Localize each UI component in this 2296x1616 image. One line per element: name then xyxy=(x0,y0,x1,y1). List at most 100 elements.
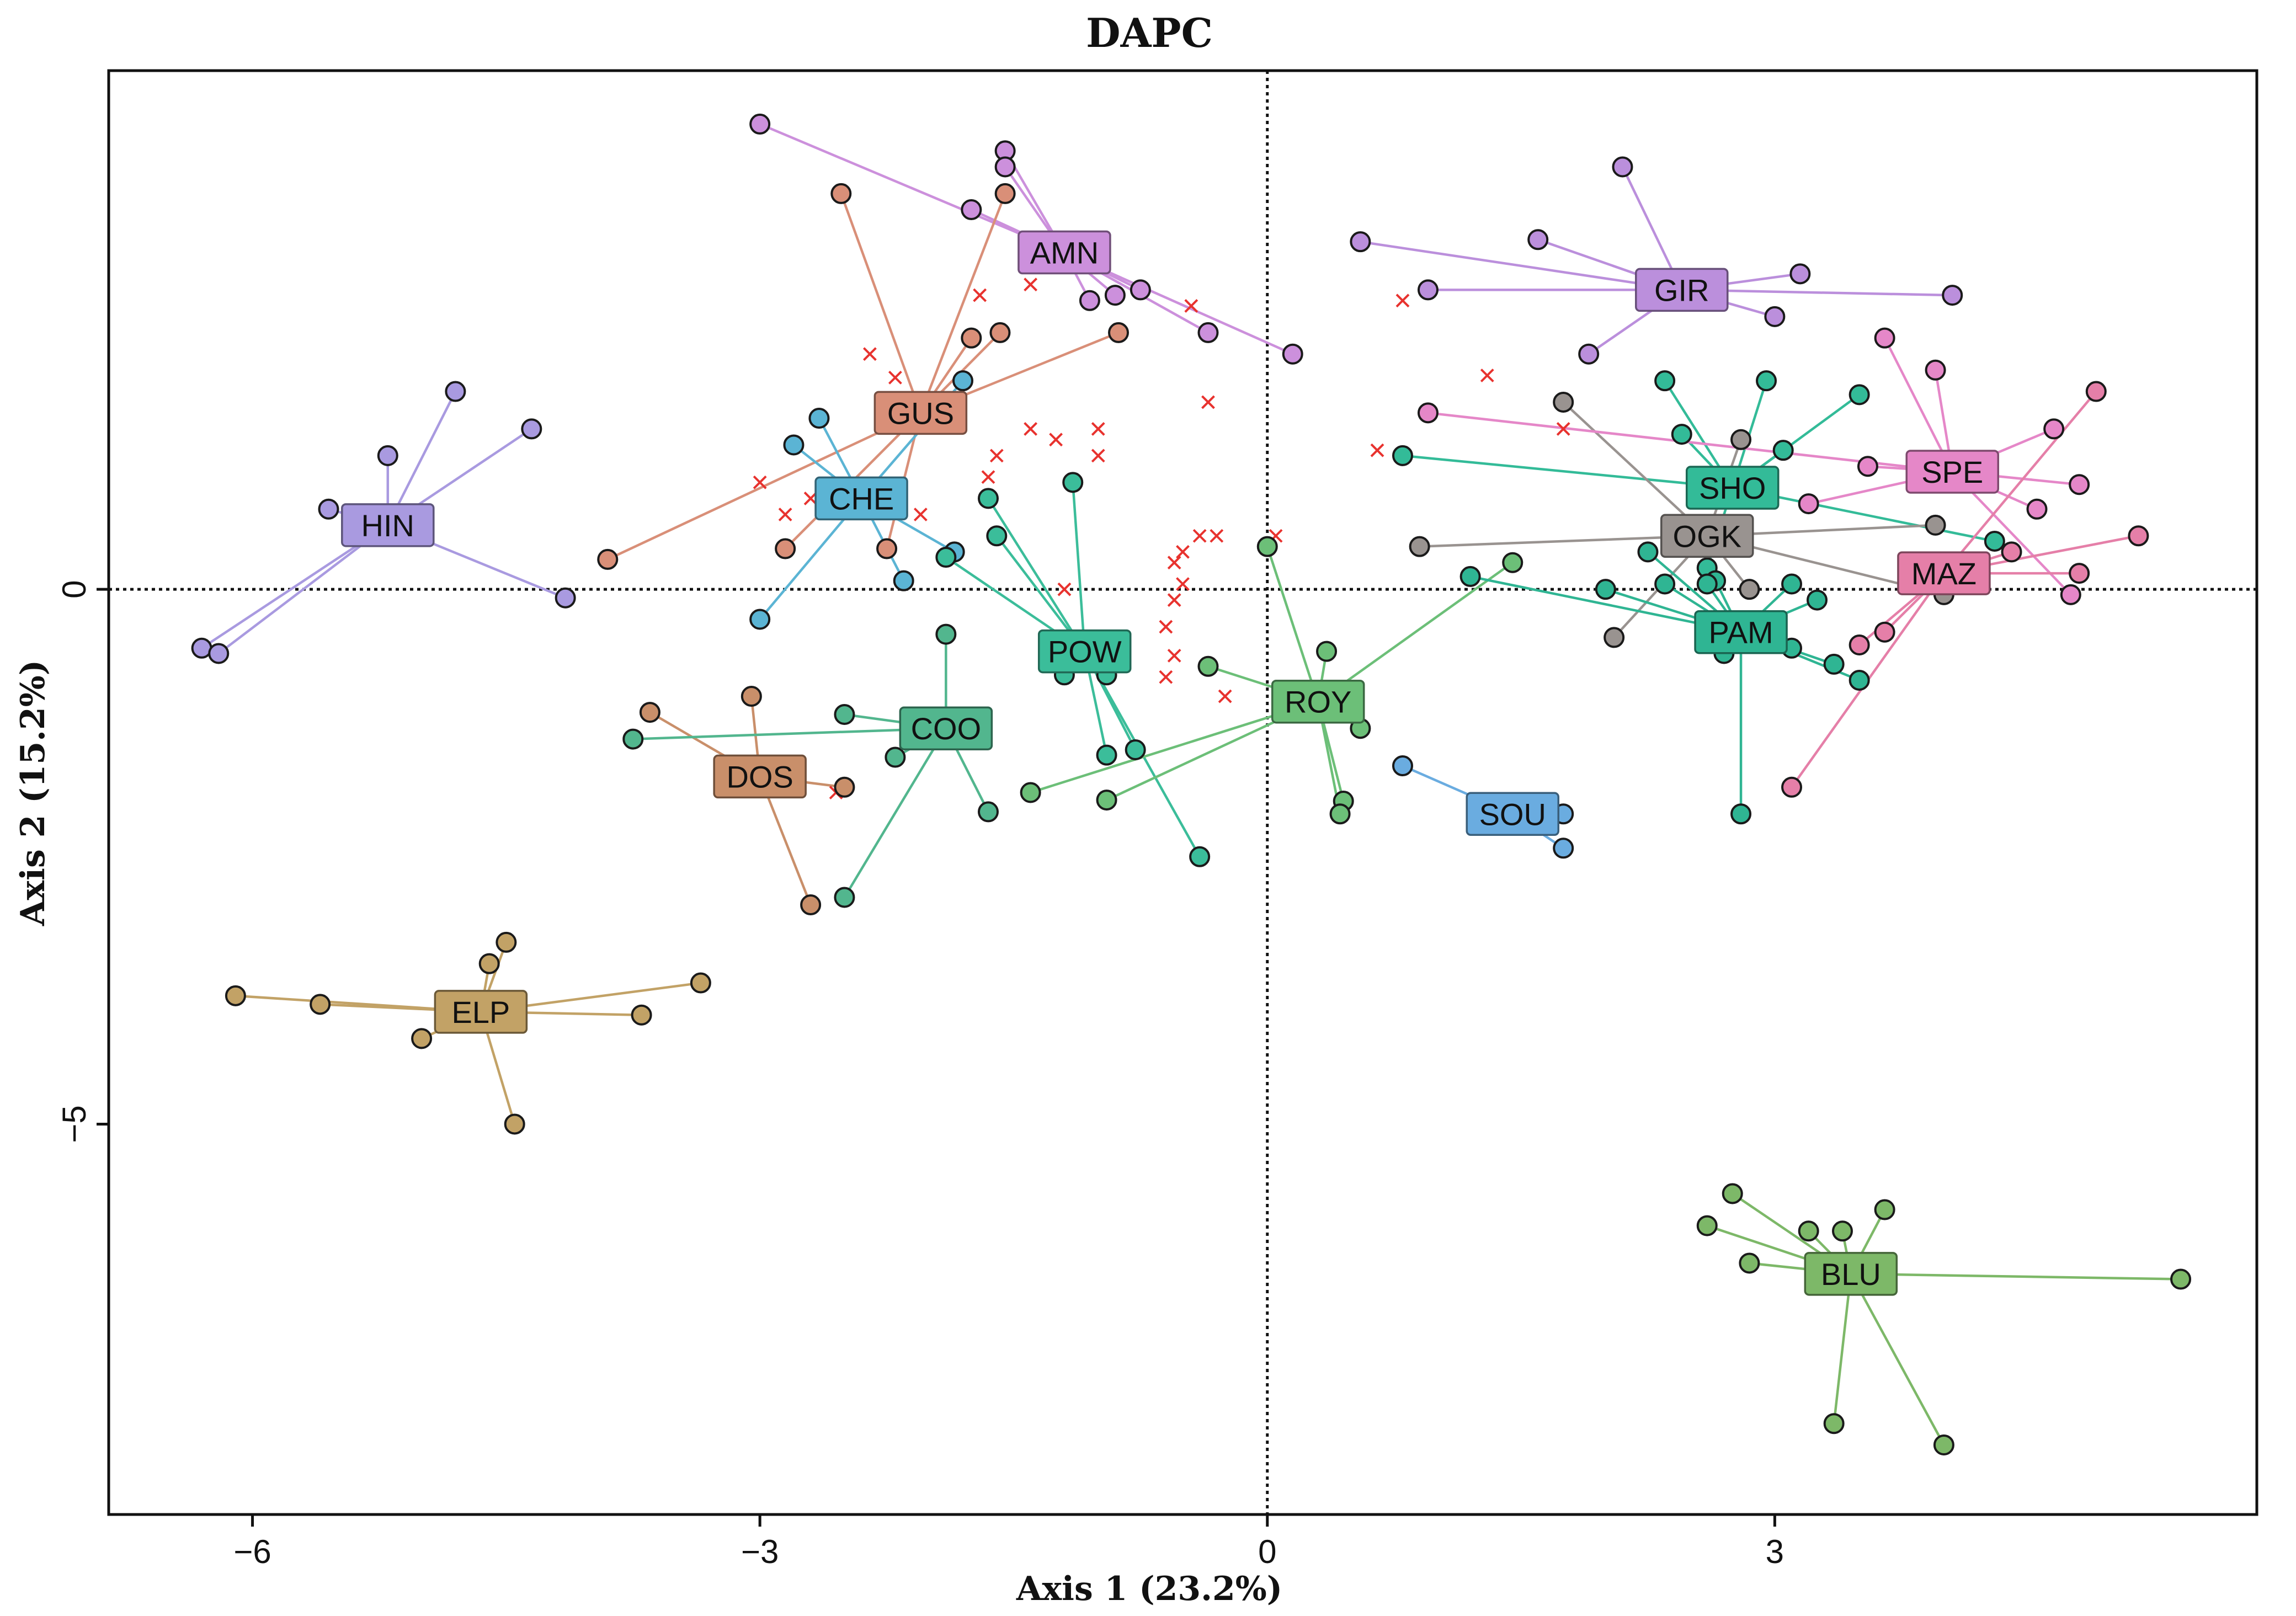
sample-point xyxy=(1612,156,1633,178)
sample-point xyxy=(225,985,246,1006)
cross-stroke xyxy=(1176,577,1190,591)
group-label-text: COO xyxy=(911,711,982,746)
cross-stroke xyxy=(1192,529,1207,543)
sample-point xyxy=(445,381,466,402)
group-label-box xyxy=(1271,679,1365,724)
group-label: CHE xyxy=(814,476,908,521)
y-tick-label: −5 xyxy=(56,1105,93,1143)
group-label-box xyxy=(1694,610,1788,654)
sample-point xyxy=(1197,655,1219,677)
sample-point xyxy=(977,801,999,823)
group-label-box xyxy=(713,754,807,799)
x-tick-label: −3 xyxy=(741,1533,779,1570)
x-tick-label: 0 xyxy=(1258,1533,1276,1570)
cross-stroke xyxy=(1556,422,1570,436)
sample-point xyxy=(1798,493,1819,515)
cross-marker xyxy=(888,370,902,385)
sample-point xyxy=(1781,776,1803,798)
sample-point xyxy=(1984,530,2005,552)
group-label-box xyxy=(1466,792,1559,836)
spoke-line xyxy=(1030,700,1319,794)
sample-point xyxy=(2026,498,2048,520)
cross-stroke xyxy=(1091,422,1105,436)
sample-point xyxy=(961,327,982,349)
cross-marker xyxy=(1091,449,1105,463)
cross-marker xyxy=(1176,545,1190,559)
sample-point xyxy=(994,183,1016,204)
cross-stroke xyxy=(913,508,928,521)
spoke-line xyxy=(386,391,457,526)
sample-point xyxy=(2001,541,2022,563)
sample-point xyxy=(1756,370,1777,392)
sample-point xyxy=(1130,279,1151,301)
sample-point xyxy=(1874,327,1895,349)
sample-point xyxy=(1329,803,1351,825)
sample-point xyxy=(1409,536,1430,557)
cross-marker xyxy=(1184,299,1198,313)
cross-stroke xyxy=(1159,620,1173,634)
group-label-box xyxy=(1018,230,1111,275)
group-label: SHO xyxy=(1685,466,1780,510)
cross-marker xyxy=(1024,278,1038,292)
sample-point xyxy=(1392,755,1413,777)
cross-stroke xyxy=(1167,593,1181,607)
sample-point xyxy=(1696,573,1718,595)
group-label-text: SOU xyxy=(1479,797,1546,831)
sample-point xyxy=(690,972,711,994)
sample-point xyxy=(496,931,517,953)
group-label-text: CHE xyxy=(829,481,894,516)
cross-marker xyxy=(1049,433,1063,447)
sample-point xyxy=(834,887,855,908)
spoke-line xyxy=(759,122,1065,254)
group-label: SPE xyxy=(1905,450,1999,494)
sample-point xyxy=(1696,1215,1718,1236)
plot-frame xyxy=(107,69,2258,1516)
sample-point xyxy=(1772,440,1794,461)
sample-point xyxy=(961,199,982,221)
cross-stroke xyxy=(1057,582,1072,596)
cross-stroke xyxy=(1480,369,1494,382)
reference-lines xyxy=(109,71,2257,1514)
sample-point xyxy=(749,609,771,630)
sample-point xyxy=(1604,627,1625,648)
group-label: GUS xyxy=(873,391,968,435)
group-label: MAZ xyxy=(1897,551,1991,595)
cross-marker xyxy=(913,508,928,521)
sample-point xyxy=(1553,838,1574,859)
cross-stroke xyxy=(1049,433,1063,447)
cross-marker xyxy=(1556,422,1570,436)
sample-point xyxy=(2043,418,2065,440)
cross-marker xyxy=(1167,648,1181,663)
cross-stroke xyxy=(989,449,1004,463)
spoke-line xyxy=(1562,401,1708,537)
sample-point xyxy=(1798,1220,1819,1242)
group-label-text: ROY xyxy=(1285,685,1351,719)
cross-stroke xyxy=(1024,422,1038,436)
group-spokes xyxy=(201,122,2181,1446)
cross-stroke xyxy=(981,470,995,484)
sample-point xyxy=(310,994,331,1015)
sample-point xyxy=(377,445,398,466)
spoke-line xyxy=(1850,1273,1945,1446)
group-label: SOU xyxy=(1466,792,1559,836)
group-label: DOS xyxy=(713,754,807,799)
sample-point xyxy=(1459,566,1481,587)
spoke-line xyxy=(1266,546,1319,702)
cross-marker xyxy=(989,449,1004,463)
x-tick-label: 3 xyxy=(1766,1533,1784,1570)
group-label: POW xyxy=(1037,629,1132,674)
spoke-line xyxy=(1072,482,1086,652)
spoke-line xyxy=(919,193,1006,414)
sample-point xyxy=(1848,634,1870,655)
cross-stroke xyxy=(1167,556,1181,570)
group-label-text: GIR xyxy=(1654,273,1709,307)
cross-marker xyxy=(1159,670,1173,684)
sample-point xyxy=(885,746,906,768)
axis-ticks: −6 −3 0 3 −5 0 xyxy=(56,580,1784,1570)
group-label-box xyxy=(341,503,435,547)
sample-point xyxy=(1942,285,1963,306)
group-label-box xyxy=(434,990,528,1034)
sample-point xyxy=(808,408,830,429)
sample-point xyxy=(1316,641,1338,662)
sample-points xyxy=(191,113,2192,1455)
